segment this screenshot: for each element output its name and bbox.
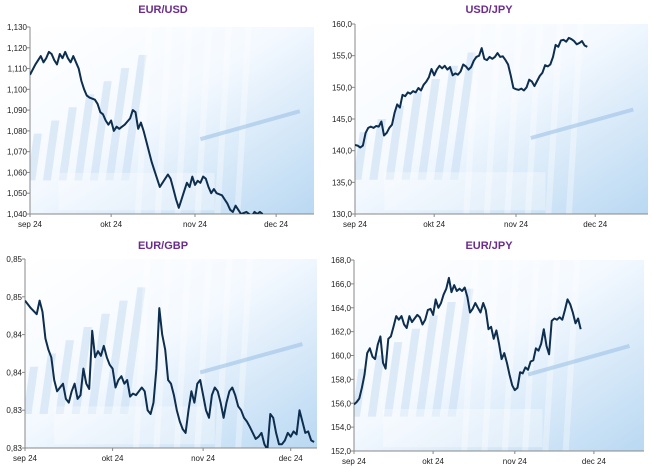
y-tick-label: 156,0: [331, 399, 352, 408]
y-tick-label: 0,84: [6, 331, 22, 340]
chart-plot: 152,0 154,0 156,0 158,0 160,0 162,0 164,0 166,0…: [331, 256, 644, 466]
y-tick-label: 140,0: [332, 147, 353, 156]
plot-background: [30, 27, 314, 214]
series-line: [25, 299, 315, 448]
y-tick-label: 160,0: [331, 352, 352, 361]
chart-panel-eurjpy: EUR/JPY 152,0 154,0 156,0 158,0 160,0 162,0 16…: [326, 236, 652, 471]
x-tick-label: nov 24: [191, 454, 216, 463]
y-tick-label: 1,110: [8, 65, 28, 74]
chart-panel-eurusd: EUR/USD 1,040 1,050 1,060 1,070 1,080 1,090 1,…: [0, 0, 326, 236]
y-tick-label: 166,0: [331, 280, 352, 289]
y-tick-label: 130,0: [332, 210, 353, 219]
x-tick-label: dec 24: [582, 457, 607, 466]
plot-background: [25, 259, 317, 448]
chart-plot: 0,83 0,83 0,84 0,84 0,85 0,85 sep 24 okt 24 nov …: [6, 255, 317, 463]
y-tick-label: 154,0: [331, 423, 352, 432]
y-tick-label: 1,080: [7, 127, 28, 136]
y-tick-label: 1,050: [7, 189, 28, 198]
y-tick-label: 1,100: [7, 85, 28, 94]
y-tick-label: 0,84: [6, 368, 22, 377]
x-tick-label: sep 24: [13, 454, 38, 463]
y-tick-label: 0,83: [6, 444, 22, 453]
series-line: [30, 50, 264, 214]
chart-title: EUR/USD: [138, 4, 188, 16]
y-tick-label: 0,85: [6, 255, 22, 264]
x-tick-label: dec 24: [583, 220, 608, 229]
y-tick-label: 0,85: [6, 293, 22, 302]
y-tick-label: 1,060: [7, 168, 28, 177]
chart-title: USD/JPY: [465, 4, 513, 16]
x-tick-label: dec 24: [264, 220, 289, 229]
y-tick-label: 150,0: [332, 83, 353, 92]
chart-plot: 1,040 1,050 1,060 1,070 1,080 1,090 1,100 1,110…: [7, 23, 314, 229]
x-tick-label: okt 24: [422, 457, 444, 466]
x-tick-label: nov 24: [183, 220, 208, 229]
y-tick-label: 168,0: [331, 256, 352, 265]
x-tick-label: okt 24: [423, 220, 445, 229]
y-tick-label: 162,0: [331, 328, 352, 337]
chart-title: EUR/GBP: [137, 240, 189, 252]
x-tick-label: nov 24: [503, 457, 528, 466]
x-tick-label: okt 24: [100, 220, 122, 229]
x-tick-label: sep 24: [18, 220, 43, 229]
series-line: [355, 36, 588, 149]
chart-panel-usdjpy: USD/JPY 130,0 135,0 140,0 145,0 150,0 155,0 16…: [326, 0, 652, 236]
y-tick-label: 164,0: [331, 304, 352, 313]
plot-background: [355, 24, 648, 214]
plot-background: [354, 260, 644, 451]
chart-title: EUR/JPY: [465, 240, 513, 252]
y-tick-label: 158,0: [331, 375, 352, 384]
x-tick-label: dec 24: [279, 454, 304, 463]
series-line: [354, 276, 582, 406]
y-tick-label: 1,040: [7, 210, 28, 219]
chart-plot: 130,0 135,0 140,0 145,0 150,0 155,0 160,0 sep 2…: [332, 20, 648, 229]
y-tick-label: 1,090: [7, 106, 28, 115]
x-tick-label: nov 24: [504, 220, 529, 229]
y-tick-label: 145,0: [332, 115, 353, 124]
y-tick-label: 1,130: [7, 23, 28, 32]
x-tick-label: okt 24: [102, 454, 124, 463]
chart-panel-eurgbp: EUR/GBP 0,83 0,83 0,84 0,84 0,85 0,85 sep 24 ok…: [0, 236, 326, 471]
x-tick-label: sep 24: [342, 457, 367, 466]
y-tick-label: 160,0: [332, 20, 353, 29]
y-tick-label: 0,83: [6, 406, 22, 415]
y-tick-label: 1,120: [7, 44, 28, 53]
y-tick-label: 135,0: [332, 178, 353, 187]
y-tick-label: 155,0: [332, 52, 353, 61]
y-tick-label: 1,070: [7, 148, 28, 157]
x-tick-label: sep 24: [343, 220, 368, 229]
y-tick-label: 152,0: [331, 447, 352, 456]
